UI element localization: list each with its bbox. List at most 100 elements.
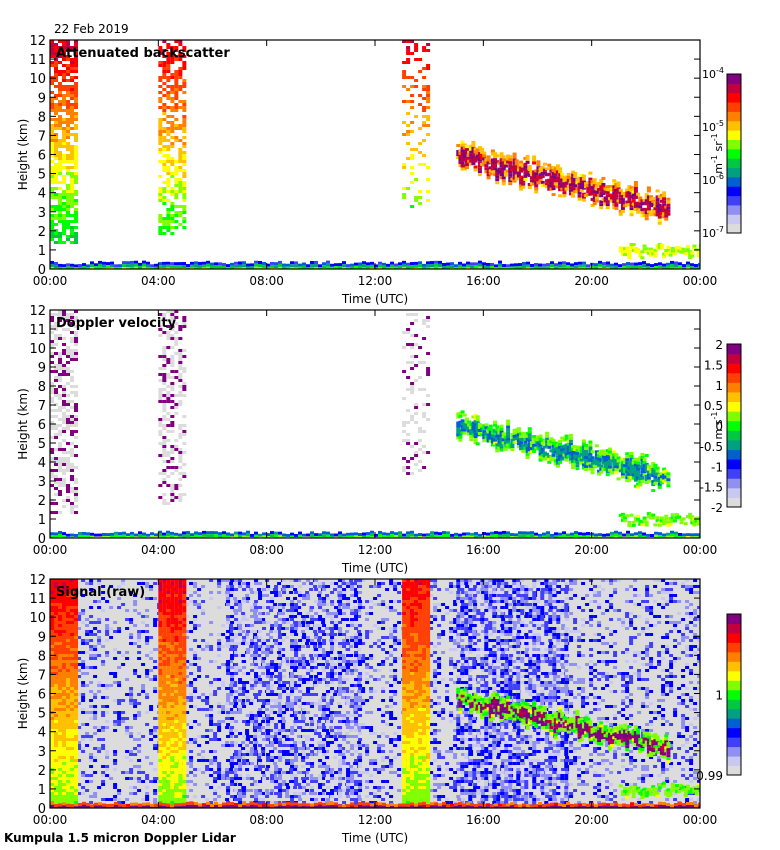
heatmap-cell — [105, 711, 110, 714]
heatmap-cell — [162, 70, 167, 73]
heatmap-cell — [346, 532, 350, 536]
heatmap-cell — [125, 729, 130, 732]
heatmap-cell — [601, 467, 606, 471]
heatmap-cell — [162, 415, 167, 418]
heatmap-cell — [633, 463, 638, 467]
heatmap-cell — [261, 660, 266, 663]
y-tick-label: 5 — [38, 168, 46, 183]
heatmap-cell — [564, 446, 569, 450]
heatmap-cell — [54, 208, 58, 211]
heatmap-cell — [630, 265, 634, 269]
heatmap-cell — [330, 536, 334, 538]
heatmap-cell — [575, 455, 580, 459]
heatmap-cell — [174, 196, 179, 199]
heatmap-cell — [566, 439, 571, 443]
heatmap-cell — [217, 762, 222, 765]
heatmap-cell — [473, 165, 478, 169]
heatmap-cell — [54, 187, 58, 190]
heatmap-cell — [170, 58, 175, 61]
heatmap-cell — [314, 533, 318, 537]
heatmap-cell — [126, 261, 130, 265]
heatmap-cell — [261, 648, 266, 651]
heatmap-cell — [170, 493, 175, 496]
heatmap-cell — [414, 355, 419, 358]
heatmap-cell — [358, 533, 362, 537]
heatmap-cell — [631, 199, 636, 203]
heatmap-cell — [117, 630, 122, 633]
heatmap-cell — [158, 232, 163, 235]
heatmap-cell — [623, 464, 628, 468]
heatmap-cell — [636, 482, 641, 486]
heatmap-cell — [74, 454, 78, 457]
heatmap-cell — [182, 265, 186, 269]
heatmap-cell — [50, 181, 54, 184]
heatmap-cell — [525, 449, 530, 453]
heatmap-cell — [182, 157, 187, 160]
heatmap-cell — [366, 262, 370, 266]
heatmap-cell — [636, 476, 641, 480]
heatmap-cell — [512, 440, 517, 444]
heatmap-cell — [616, 181, 621, 185]
heatmap-cell — [182, 226, 187, 229]
y-tick-label: 6 — [38, 418, 46, 433]
heatmap-cell — [655, 247, 660, 251]
heatmap-cell — [503, 438, 508, 442]
unit-base: m s — [712, 419, 725, 439]
heatmap-cell — [518, 266, 522, 269]
heatmap-cell — [81, 735, 86, 738]
heatmap-cell — [166, 43, 171, 46]
heatmap-cell — [471, 415, 476, 419]
heatmap-cell — [162, 49, 167, 52]
heatmap-cell — [261, 765, 266, 768]
heatmap-cell — [616, 462, 621, 466]
heatmap-cell — [233, 597, 238, 600]
heatmap-cell — [493, 173, 498, 177]
heatmap-cell — [521, 431, 526, 435]
heatmap-cell — [58, 478, 62, 481]
heatmap-cell — [506, 154, 511, 158]
heatmap-cell — [603, 465, 608, 469]
heatmap-cell — [588, 192, 593, 196]
heatmap-cell — [66, 536, 70, 538]
heatmap-cell — [618, 534, 622, 538]
heatmap-cell — [612, 182, 617, 186]
heatmap-cell — [178, 400, 183, 403]
heatmap-cell — [162, 367, 167, 370]
heatmap-cell — [166, 70, 171, 73]
heatmap-cell — [473, 168, 478, 172]
heatmap-cell — [542, 445, 547, 449]
heatmap-cell — [133, 738, 138, 741]
heatmap-cell — [189, 600, 194, 603]
heatmap-cell — [484, 167, 489, 171]
heatmap-cell — [646, 533, 650, 537]
heatmap-cell — [158, 397, 163, 400]
heatmap-cell — [145, 672, 150, 675]
heatmap-cell — [293, 786, 298, 789]
heatmap-cell — [490, 262, 494, 266]
heatmap-cell — [588, 446, 593, 450]
heatmap-cell — [278, 266, 282, 269]
heatmap-cell — [426, 166, 431, 169]
heatmap-cell — [166, 261, 170, 265]
heatmap-cell — [121, 771, 126, 774]
heatmap-cell — [66, 208, 70, 211]
heatmap-cell — [178, 349, 183, 352]
heatmap-cell — [162, 64, 167, 67]
heatmap-cell — [646, 473, 651, 477]
heatmap-cell — [612, 450, 617, 454]
heatmap-cell — [50, 340, 54, 343]
heatmap-cell — [634, 265, 638, 269]
heatmap-cell — [607, 185, 612, 189]
heatmap-cell — [101, 783, 106, 786]
heatmap-cell — [209, 786, 214, 789]
heatmap-cell — [149, 738, 154, 741]
heatmap-cell — [89, 759, 94, 762]
heatmap-cell — [133, 714, 138, 717]
heatmap-cell — [170, 325, 175, 328]
heatmap-cell — [623, 458, 628, 462]
heatmap-cell — [162, 493, 167, 496]
heatmap-cell — [221, 579, 226, 582]
heatmap-cell — [101, 780, 106, 783]
heatmap-cell — [234, 267, 238, 269]
heatmap-cell — [81, 681, 86, 684]
